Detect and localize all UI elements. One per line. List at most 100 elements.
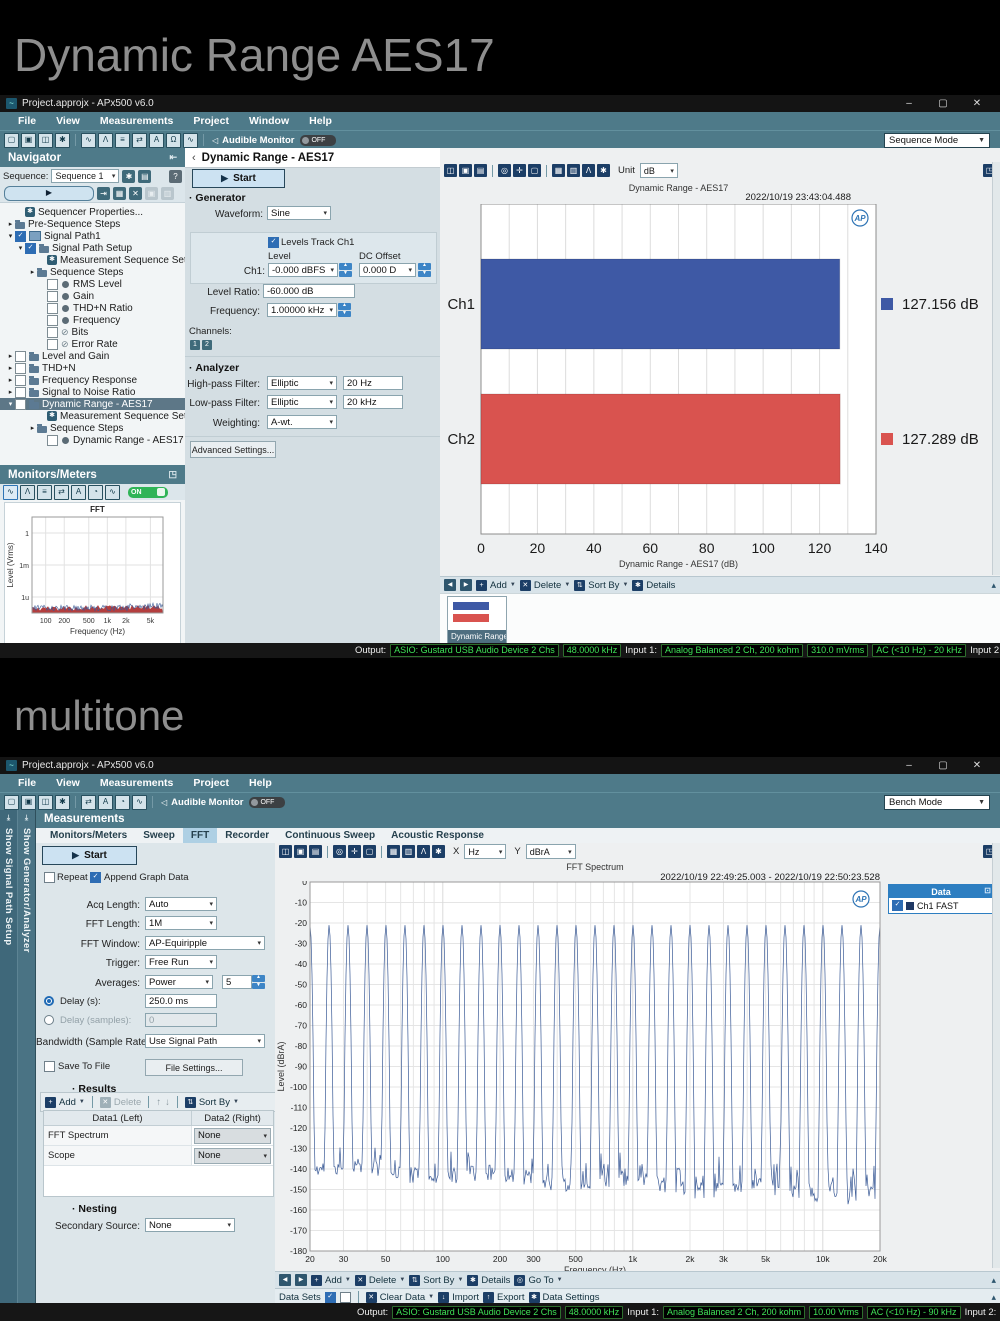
export-button[interactable]: ↑ Export xyxy=(483,1291,525,1303)
select-trigger[interactable]: Free Run ▾ xyxy=(145,955,217,969)
tab-monitors-meters[interactable]: Monitors/Meters xyxy=(50,830,128,841)
tab-sweep[interactable]: Sweep xyxy=(143,830,175,841)
frequency-select[interactable]: 1.00000 kHz ▾ xyxy=(267,303,337,317)
results-delete-button[interactable]: ✕ Delete xyxy=(99,1096,141,1108)
menu-file[interactable]: File xyxy=(18,115,37,127)
tree-checkbox[interactable] xyxy=(47,434,58,446)
new-document-icon[interactable]: ▢ xyxy=(4,794,19,810)
tree-item-thd-n-ratio[interactable]: THD+N Ratio xyxy=(0,302,185,314)
tree-expand-icon[interactable]: ▸ xyxy=(8,353,13,360)
show-generator-analyzer-tab[interactable]: ⇥ Show Generator/Analyzer xyxy=(18,810,36,1303)
button-file-settings[interactable]: File Settings... xyxy=(145,1059,243,1076)
signal-monitor-icon[interactable]: ∿ xyxy=(183,132,198,148)
collapse-strip-icon[interactable]: ▴ xyxy=(991,1274,996,1285)
acoustic-meter-icon[interactable]: A xyxy=(98,794,113,810)
sort-by-button[interactable]: ⇅ Sort By ▼ xyxy=(574,579,628,591)
select-acq-length[interactable]: Auto ▾ xyxy=(145,897,217,911)
advanced-settings-button[interactable]: Advanced Settings... xyxy=(190,441,276,458)
close-button[interactable]: ✕ xyxy=(972,98,982,109)
impedance-meter-icon[interactable]: ◔ xyxy=(115,794,130,810)
collapse-panel-icon[interactable]: ⇤ xyxy=(169,152,177,162)
tree-item-measurement-sequence-settings[interactable]: ✱Measurement Sequence Settings... xyxy=(0,410,185,422)
cursors-icon[interactable]: ▥ xyxy=(402,845,415,858)
weighting-select[interactable]: A-wt. ▾ xyxy=(267,415,337,429)
tree-item-sequencer-properties[interactable]: ✱ Sequencer Properties... xyxy=(0,206,185,218)
import-sequence-icon[interactable]: ▥ xyxy=(161,187,174,200)
project-settings-icon[interactable]: ✱ xyxy=(55,794,70,810)
menu-project[interactable]: Project xyxy=(193,115,229,127)
fft-analyzer-icon[interactable]: Λ xyxy=(98,132,113,148)
tree-item-error-rate[interactable]: ⊘ Error Rate xyxy=(0,338,185,350)
graph-settings-icon[interactable]: ✱ xyxy=(432,845,445,858)
import-button[interactable]: ↓ Import xyxy=(438,1291,479,1303)
tab-fft[interactable]: FFT xyxy=(182,828,218,843)
collapse-strip-icon[interactable]: ▴ xyxy=(991,579,996,590)
stop-icon[interactable]: ✕ xyxy=(129,187,142,200)
high-pass-select[interactable]: Elliptic ▾ xyxy=(267,376,337,390)
expand-panel-icon[interactable]: ◳ xyxy=(168,469,177,479)
menu-measurements[interactable]: Measurements xyxy=(99,777,174,789)
tree-item-thd-n[interactable]: ▸ THD+N xyxy=(0,362,185,374)
new-document-icon[interactable]: ▢ xyxy=(4,132,19,148)
y-unit-select[interactable]: dBrA ▾ xyxy=(525,844,576,859)
low-pass-select[interactable]: Elliptic ▾ xyxy=(267,395,337,409)
acoustic-meter-icon[interactable]: A xyxy=(149,132,164,148)
mode-selector[interactable]: Bench Mode ▼ xyxy=(884,794,990,810)
signal-monitor-icon[interactable]: ∿ xyxy=(132,794,147,810)
tree-expand-icon[interactable]: ▸ xyxy=(8,389,13,396)
level-meters-icon[interactable]: ≡ xyxy=(115,132,130,148)
select-averages[interactable]: Power ▾ xyxy=(145,975,213,989)
export-sequence-icon[interactable]: ▣ xyxy=(145,187,158,200)
mode-selector[interactable]: Sequence Mode ▼ xyxy=(884,132,990,148)
titlebar[interactable]: ~ Project.approjx - APx500 v6.0 – ▢ ✕ xyxy=(0,757,1000,774)
tree-checkbox[interactable]: ✓ xyxy=(15,230,26,242)
select-fft-length[interactable]: 1M ▾ xyxy=(145,916,217,930)
tree-expand-icon[interactable]: ▾ xyxy=(18,245,23,252)
tree-item-rms-level[interactable]: RMS Level xyxy=(0,278,185,290)
audible-monitor-toggle[interactable]: OFF xyxy=(249,796,286,808)
radio-delay-samples[interactable] xyxy=(44,1015,54,1025)
close-button[interactable]: ✕ xyxy=(972,760,982,771)
tree-checkbox[interactable] xyxy=(47,338,58,350)
zoom-fit-icon[interactable]: ▢ xyxy=(363,845,376,858)
minimize-button[interactable]: – xyxy=(906,760,912,771)
save-project-icon[interactable]: ◫ xyxy=(38,794,53,810)
data-settings-button[interactable]: ✱ Data Settings xyxy=(528,1291,600,1303)
repeat-checkbox[interactable] xyxy=(44,872,55,883)
print-graph-icon[interactable]: ▤ xyxy=(309,845,322,858)
titlebar[interactable]: ~ Project.approjx - APx500 v6.0 – ▢ ✕ xyxy=(0,95,1000,112)
select-bandwidth-sample-rate[interactable]: Use Signal Path ▾ xyxy=(145,1034,265,1048)
tree-item-signal-path-setup[interactable]: ▾ ✓ Signal Path Setup xyxy=(0,242,185,254)
open-project-icon[interactable]: ▣ xyxy=(21,794,36,810)
tab-recorder[interactable]: Recorder xyxy=(225,830,270,841)
tree-checkbox[interactable] xyxy=(47,290,58,302)
maximize-button[interactable]: ▢ xyxy=(938,760,948,771)
menu-help[interactable]: Help xyxy=(309,115,332,127)
menu-measurements[interactable]: Measurements xyxy=(99,115,174,127)
pin-icon[interactable]: ⊡ xyxy=(984,886,991,895)
maximize-button[interactable]: ▢ xyxy=(938,98,948,109)
pan-icon[interactable]: ✛ xyxy=(348,845,361,858)
help-icon[interactable]: ? xyxy=(169,169,182,183)
show-signal-path-setup-tab[interactable]: ⇥ Show Signal Path Setup xyxy=(0,810,18,1303)
collapse-strip-icon[interactable]: ▴ xyxy=(991,1291,996,1302)
checkbox-save-to-file[interactable] xyxy=(44,1061,55,1072)
spin-value-averages[interactable]: 5 xyxy=(222,975,252,989)
meter-bars-icon[interactable]: ≡ xyxy=(37,484,52,500)
project-settings-icon[interactable]: ✱ xyxy=(55,132,70,148)
level-ratio-input[interactable]: -60.000 dB xyxy=(263,284,355,298)
tree-expand-icon[interactable]: ▸ xyxy=(8,221,13,228)
tree-item-dynamic-range-aes17[interactable]: ▾ Dynamic Range - AES17 xyxy=(0,398,185,410)
aa-monitor-icon[interactable]: A xyxy=(71,484,86,500)
menu-view[interactable]: View xyxy=(56,777,80,789)
stepper-averages[interactable]: ▲ ▼ xyxy=(252,975,265,989)
cursors-icon[interactable]: ▥ xyxy=(567,164,580,177)
sequence-settings-icon[interactable]: ✱ xyxy=(122,169,136,183)
tree-expand-icon[interactable]: ▸ xyxy=(8,377,13,384)
secondary-source-select[interactable]: None ▾ xyxy=(145,1218,235,1232)
menu-help[interactable]: Help xyxy=(248,777,272,789)
tree-checkbox[interactable] xyxy=(47,326,58,338)
sort-by-button[interactable]: ⇅ Sort By ▼ xyxy=(409,1274,463,1286)
tree-item-pre-sequence-steps[interactable]: ▸ Pre-Sequence Steps xyxy=(0,218,185,230)
save-graph-icon[interactable]: ◫ xyxy=(279,845,292,858)
